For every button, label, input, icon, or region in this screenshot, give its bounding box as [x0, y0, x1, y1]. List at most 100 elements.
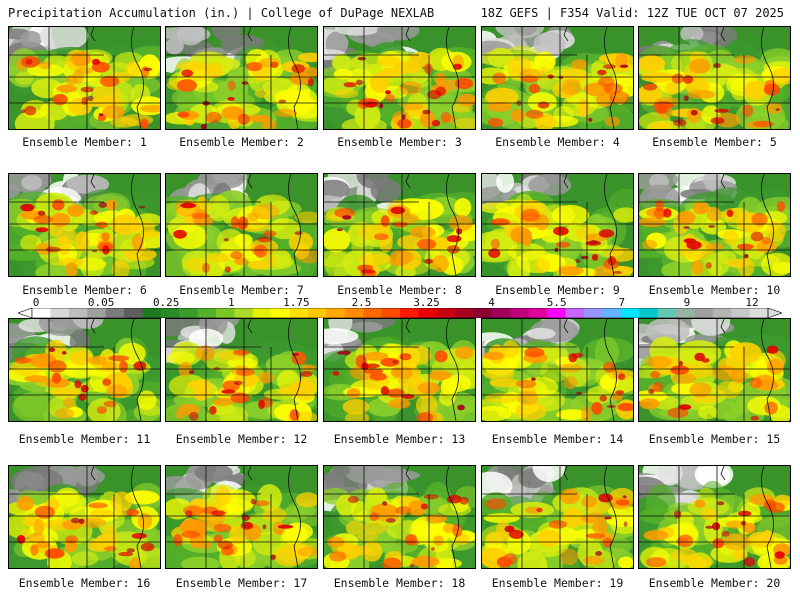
- colorbar-tick-label: 12: [745, 296, 759, 309]
- colorbar-swatch: [676, 308, 695, 318]
- colorbar-tick-label: 5.5: [546, 296, 567, 309]
- colorbar-swatch: [363, 308, 382, 318]
- precip-colorbar: [18, 308, 782, 318]
- colorbar-swatch: [105, 308, 125, 318]
- ensemble-map-10: [638, 173, 791, 277]
- colorbar-swatch: [657, 308, 677, 318]
- colorbar-swatch: [400, 308, 419, 318]
- colorbar-swatch: [473, 308, 493, 318]
- ensemble-map-3: [323, 26, 476, 130]
- colorbar-tick-label: 3.25: [413, 296, 440, 309]
- colorbar-swatch: [436, 308, 456, 318]
- colorbar-swatch: [87, 308, 106, 318]
- colorbar-swatch: [160, 308, 180, 318]
- member-label: Ensemble Member: 7: [179, 283, 304, 297]
- precip-field: [166, 27, 317, 129]
- colorbar-swatch: [528, 308, 548, 318]
- colorbar-tick-label: 9: [683, 296, 691, 309]
- colorbar-tick-label: 0.05: [87, 296, 115, 309]
- ensemble-map-7: [165, 173, 318, 277]
- precip-field: [639, 319, 790, 421]
- colorbar-swatch: [418, 308, 438, 318]
- member-label: Ensemble Member: 10: [648, 283, 781, 297]
- ensemble-map-4: [481, 26, 634, 130]
- colorbar-swatch: [234, 308, 254, 318]
- ensemble-map-19: [481, 465, 634, 569]
- ensemble-map-20: [638, 465, 791, 569]
- ensemble-map-11: [8, 318, 161, 422]
- colorbar-swatch: [455, 308, 474, 318]
- colorbar-swatch: [197, 308, 217, 318]
- precip-field: [9, 174, 160, 276]
- ensemble-map-8: [323, 173, 476, 277]
- colorbar-tick-label: 4: [488, 296, 495, 309]
- colorbar-swatch: [68, 308, 88, 318]
- colorbar-tick-label: 7: [618, 296, 626, 309]
- member-label: Ensemble Member: 12: [175, 432, 308, 446]
- member-label: Ensemble Member: 2: [179, 135, 304, 149]
- colorbar-swatch: [749, 308, 769, 318]
- colorbar-swatch: [492, 308, 511, 318]
- precip-field: [9, 27, 160, 129]
- colorbar-arrow-high: [767, 308, 782, 318]
- member-label: Ensemble Member: 9: [495, 283, 620, 297]
- member-label: Ensemble Member: 14: [491, 432, 624, 446]
- precip-field: [482, 466, 633, 568]
- colorbar-tick-label: 2.5: [351, 296, 372, 309]
- colorbar-swatch: [712, 308, 732, 318]
- colorbar-swatch: [381, 308, 401, 318]
- precip-field: [324, 466, 475, 568]
- colorbar-tick-label: 0: [32, 296, 40, 309]
- precip-field: [482, 27, 633, 129]
- ensemble-map-1: [8, 26, 161, 130]
- ensemble-map-16: [8, 465, 161, 569]
- colorbar-swatch: [50, 308, 70, 318]
- colorbar-swatch: [252, 308, 272, 318]
- member-label: Ensemble Member: 6: [22, 283, 147, 297]
- colorbar-swatch: [142, 308, 162, 318]
- precip-field: [639, 466, 790, 568]
- colorbar-swatch: [565, 308, 585, 318]
- precip-field: [324, 319, 475, 421]
- chart-title: Precipitation Accumulation (in.) | Colle…: [8, 6, 435, 20]
- colorbar-arrow-low: [18, 308, 33, 318]
- ensemble-map-6: [8, 173, 161, 277]
- ensemble-map-18: [323, 465, 476, 569]
- colorbar-swatch: [32, 308, 51, 318]
- member-label: Ensemble Member: 13: [333, 432, 466, 446]
- precip-field: [482, 174, 633, 276]
- member-label: Ensemble Member: 16: [18, 576, 151, 590]
- member-label: Ensemble Member: 18: [333, 576, 466, 590]
- colorbar-swatch: [731, 308, 750, 318]
- colorbar-swatch: [584, 308, 603, 318]
- colorbar-swatch: [179, 308, 198, 318]
- colorbar-swatch: [344, 308, 364, 318]
- colorbar-swatch: [326, 308, 346, 318]
- member-label: Ensemble Member: 4: [495, 135, 620, 149]
- precip-field: [639, 27, 790, 129]
- colorbar-tick-label: 1: [227, 296, 235, 309]
- precip-field: [9, 466, 160, 568]
- member-label: Ensemble Member: 1: [22, 135, 147, 149]
- colorbar-swatch: [639, 308, 658, 318]
- ensemble-map-9: [481, 173, 634, 277]
- precip-field: [482, 319, 633, 421]
- colorbar-swatch: [271, 308, 290, 318]
- precip-field: [166, 466, 317, 568]
- precip-field: [324, 174, 475, 276]
- colorbar-swatch: [602, 308, 622, 318]
- ensemble-map-14: [481, 318, 634, 422]
- ensemble-map-5: [638, 26, 791, 130]
- precip-field: [324, 27, 475, 129]
- member-label: Ensemble Member: 11: [18, 432, 151, 446]
- precip-field: [166, 319, 317, 421]
- colorbar-swatch: [308, 308, 327, 318]
- colorbar-tick-label: 1.75: [283, 296, 310, 309]
- member-label: Ensemble Member: 20: [648, 576, 781, 590]
- model-valid-time: 18Z GEFS | F354 Valid: 12Z TUE OCT 07 20…: [480, 6, 784, 20]
- colorbar-swatch: [289, 308, 309, 318]
- ensemble-map-12: [165, 318, 318, 422]
- member-label: Ensemble Member: 17: [175, 576, 308, 590]
- ensemble-map-13: [323, 318, 476, 422]
- colorbar-swatch: [547, 308, 566, 318]
